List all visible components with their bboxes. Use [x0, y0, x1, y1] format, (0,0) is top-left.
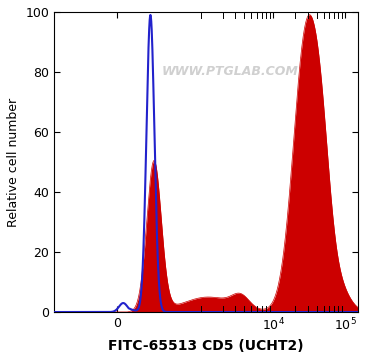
- Text: WWW.PTGLAB.COM: WWW.PTGLAB.COM: [162, 66, 299, 78]
- Y-axis label: Relative cell number: Relative cell number: [7, 98, 20, 226]
- X-axis label: FITC-65513 CD5 (UCHT2): FITC-65513 CD5 (UCHT2): [108, 339, 304, 353]
